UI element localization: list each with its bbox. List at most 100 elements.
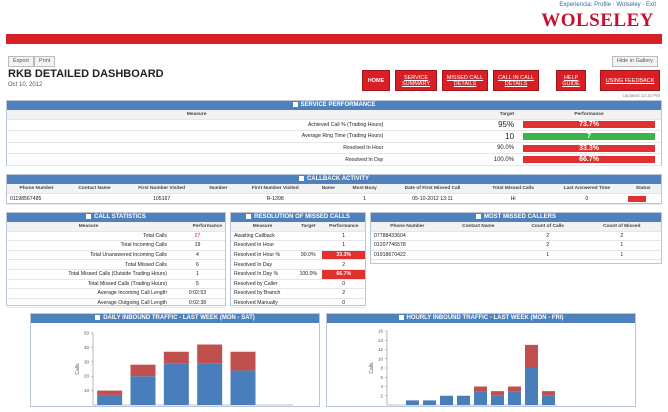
cell bbox=[200, 193, 237, 206]
service-performance-panel: SERVICE PERFORMANCE Measure Target Perfo… bbox=[6, 100, 662, 166]
perf-cell-wrap: 66.7% bbox=[517, 153, 661, 166]
print-button[interactable]: Print bbox=[34, 56, 56, 67]
y-tick-label: 40 bbox=[84, 345, 90, 350]
measure-cell: Average Outgoing Call Length bbox=[7, 298, 170, 309]
table-row: Resolved In Hour % 90.0% 33.3% bbox=[231, 250, 365, 261]
status-badge bbox=[628, 195, 647, 202]
chart-bar bbox=[525, 344, 538, 368]
nav-call-in-call-details-button[interactable]: CALL IN CALL DETAILS bbox=[493, 70, 539, 91]
col-header: Status bbox=[625, 184, 661, 194]
y-tick-label: 8 bbox=[380, 366, 383, 371]
chart-bar bbox=[542, 391, 555, 396]
chart-bar bbox=[474, 386, 487, 392]
table-row[interactable]: 01198567485 105167 R-1398 1 05-10-2012 1… bbox=[7, 193, 661, 206]
y-tick-label: 30 bbox=[84, 359, 90, 364]
cell bbox=[314, 193, 343, 206]
resolution-table: Measure Target Performance Awaiting Callba… bbox=[231, 222, 365, 309]
perf-cell: 0 bbox=[322, 298, 365, 309]
target-cell: 95% bbox=[386, 119, 518, 132]
col-header: Contact Name bbox=[66, 184, 123, 194]
panel-toggle-icon[interactable] bbox=[86, 213, 92, 219]
measure-cell: Resolved by Caller bbox=[231, 279, 295, 290]
table-row[interactable]: 07788433604 2 2 bbox=[371, 231, 661, 242]
nav-help-guide-button[interactable]: HELP GUIDE bbox=[556, 70, 586, 91]
nav-service-summary-button[interactable]: SERVICE SUMMARY bbox=[395, 70, 437, 91]
table-row: Total Missed Calls (Trading Hours) 5 bbox=[7, 279, 225, 290]
target-cell bbox=[294, 240, 323, 251]
call-statistics-panel: CALL STATISTICS Measure Performance Total… bbox=[6, 212, 226, 309]
measure-cell: Total Missed Calls (Outside Trading Hour… bbox=[7, 269, 170, 280]
nav-home-button[interactable]: HOME bbox=[362, 70, 390, 91]
chart-bar bbox=[508, 386, 521, 392]
col-header: Count of Missed bbox=[582, 222, 661, 232]
cell: 07788433604 bbox=[371, 231, 444, 242]
perf-cell: 1 bbox=[322, 240, 365, 251]
table-row: Resolved Manually 0 bbox=[231, 298, 365, 309]
perf-cell: 73.7% bbox=[523, 121, 655, 129]
top-user-link[interactable]: Experiencia: Profile · Wolseley · Exit bbox=[559, 2, 656, 8]
chart-bar bbox=[491, 391, 504, 396]
perf-cell: 5 bbox=[169, 279, 225, 290]
col-header: Contact Name bbox=[443, 222, 513, 232]
table-header-row: Measure Target Performance bbox=[231, 222, 365, 232]
chart-bar bbox=[423, 400, 436, 405]
panel-toggle-icon[interactable] bbox=[475, 213, 481, 219]
chart-bar bbox=[508, 391, 521, 405]
table-row[interactable]: 01207746578 2 1 bbox=[371, 240, 661, 251]
table-row: Total Incoming Calls 19 bbox=[7, 240, 225, 251]
panel-toggle-icon[interactable] bbox=[298, 175, 304, 181]
table-row: Average Ring Time (Trading Hours) 10 7 bbox=[7, 130, 661, 143]
table-row: Resolved by Branch 2 bbox=[231, 288, 365, 299]
table-row: Resolved by Caller 0 bbox=[231, 279, 365, 290]
perf-cell: 1 bbox=[169, 269, 225, 280]
cell: 1 bbox=[512, 250, 583, 261]
hourly-traffic-chart: 2 4 6 8 10 12 14 16 Calls bbox=[369, 329, 557, 406]
nav-feedback-button[interactable]: USING FEEDBACK bbox=[600, 70, 660, 91]
table-row[interactable]: 01918670422 1 1 bbox=[371, 250, 661, 261]
chart-bar bbox=[197, 344, 223, 364]
measure-cell: Resolved In Hour % bbox=[231, 250, 295, 261]
nav-missed-call-details-button[interactable]: MISSED CALL DETAILS bbox=[442, 70, 488, 91]
panel-toggle-icon[interactable] bbox=[95, 314, 101, 320]
cell: Hi bbox=[478, 193, 549, 206]
chart-bar bbox=[542, 395, 555, 405]
measure-cell: Resolved In Day % bbox=[231, 269, 295, 280]
col-header: First Number Visited bbox=[236, 184, 315, 194]
y-tick-label: 2 bbox=[380, 393, 383, 398]
perf-cell: 7 bbox=[523, 132, 655, 140]
hide-gallery-button[interactable]: Hide in Gallery bbox=[611, 56, 658, 67]
perf-cell: 2 bbox=[322, 288, 365, 299]
updated-note: Updated 13:10 PM bbox=[622, 93, 660, 98]
perf-cell: 2 bbox=[322, 259, 365, 270]
col-performance: Performance bbox=[517, 110, 661, 120]
panel-toggle-icon[interactable] bbox=[398, 314, 404, 320]
col-target: Target bbox=[386, 110, 518, 120]
export-button[interactable]: Export bbox=[8, 56, 34, 67]
target-cell: 10 bbox=[386, 130, 518, 143]
perf-cell: 66.7% bbox=[523, 156, 655, 164]
chart-bar bbox=[130, 364, 156, 377]
chart-bar bbox=[457, 395, 470, 405]
y-axis-label: Calls bbox=[75, 363, 81, 375]
top-user-links[interactable]: Experiencia: Profile · Wolseley · Exit bbox=[559, 2, 656, 8]
panel-toggle-icon[interactable] bbox=[246, 213, 252, 219]
cell: 1 bbox=[582, 240, 661, 251]
table-row: Resolved In Hour 1 bbox=[231, 240, 365, 251]
chart-bar bbox=[230, 370, 256, 405]
panel-title: DAILY INBOUND TRAFFIC - LAST WEEK (MON -… bbox=[103, 315, 255, 321]
measure-cell: Total Unanswered Incoming Calls bbox=[7, 250, 170, 261]
y-tick-label: 16 bbox=[378, 329, 384, 334]
panel-toggle-icon[interactable] bbox=[292, 101, 298, 107]
col-header: First Number Visited bbox=[122, 184, 201, 194]
chart-bar bbox=[440, 395, 453, 405]
chart-bar bbox=[197, 363, 223, 405]
measure-cell: Resolved In Day bbox=[7, 153, 387, 166]
col-target: Target bbox=[294, 222, 323, 232]
table-header-row: Measure Target Performance bbox=[7, 110, 661, 120]
panel-title: SERVICE PERFORMANCE bbox=[300, 102, 376, 108]
chart-bar bbox=[163, 351, 189, 364]
target-cell bbox=[294, 288, 323, 299]
perf-cell: 4 bbox=[169, 250, 225, 261]
measure-cell: Resolved In Hour bbox=[7, 142, 387, 155]
cell: 2 bbox=[512, 231, 583, 242]
